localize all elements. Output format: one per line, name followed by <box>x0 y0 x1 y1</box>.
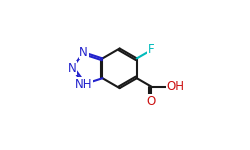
Text: N: N <box>79 46 88 59</box>
Text: F: F <box>148 44 155 57</box>
Text: N: N <box>68 62 76 75</box>
Text: O: O <box>147 95 156 108</box>
Text: NH: NH <box>75 78 92 91</box>
Text: OH: OH <box>166 80 184 93</box>
